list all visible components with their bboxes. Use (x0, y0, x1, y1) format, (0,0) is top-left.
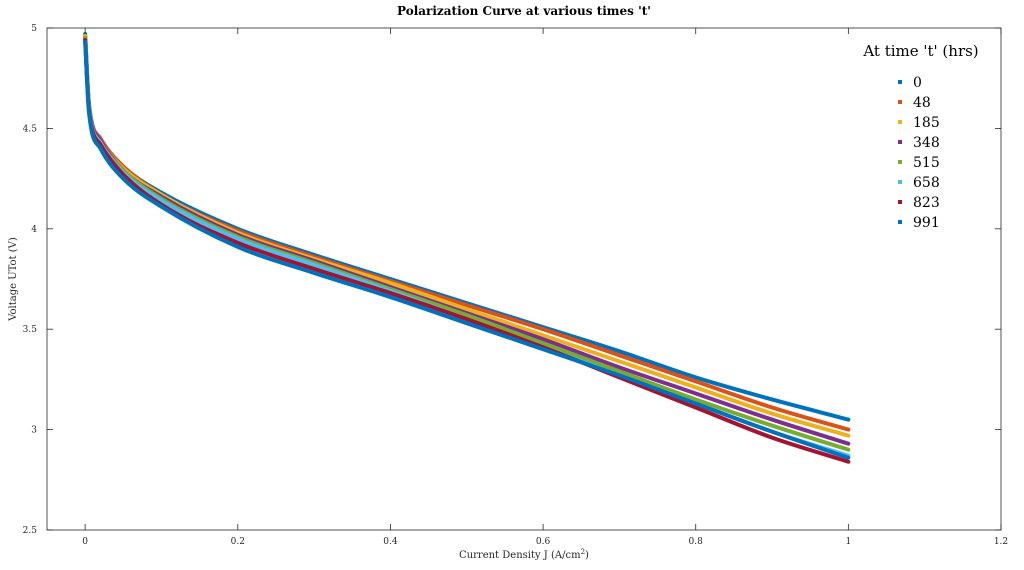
legend-item-label: 348 (913, 135, 940, 151)
legend-marker (898, 100, 902, 104)
x-tick-label: 1 (845, 537, 851, 547)
legend-marker (898, 80, 902, 84)
y-axis: 2.5 3 3.5 4 4.5 5 (23, 24, 1001, 536)
series-line-348 (83, 36, 851, 446)
legend-marker (898, 120, 902, 124)
y-tick-label: 2.5 (23, 526, 38, 536)
legend-title: At time 't' (hrs) (862, 42, 978, 60)
series-line-991 (83, 40, 851, 460)
x-tick-label: 0.8 (689, 537, 704, 547)
y-tick-label: 3 (31, 426, 37, 436)
plot-border (46, 27, 1002, 531)
legend-marker (898, 180, 902, 184)
series-line-48 (83, 34, 851, 432)
legend-item-label: 823 (913, 195, 940, 211)
x-axis-label: Current Density J (A/cm2) (459, 548, 589, 561)
legend-item-label: 658 (913, 175, 940, 191)
legend-item-label: 515 (913, 155, 940, 171)
series-line-823 (83, 38, 851, 464)
plot-frame (46, 27, 1002, 531)
legend-item-label: 0 (913, 75, 922, 91)
legend-item-label: 185 (913, 115, 940, 131)
x-tick-label: 0.4 (383, 537, 398, 547)
legend-marker (898, 200, 902, 204)
legend-marker (898, 140, 902, 144)
series-layer (83, 32, 851, 464)
x-axis: 0 0.2 0.4 0.6 0.8 1 1.2 (82, 28, 1008, 547)
series-line-185 (83, 34, 851, 438)
legend: At time 't' (hrs) 0 48 185 348 515 658 823 991 (862, 42, 978, 231)
y-tick-label: 3.5 (23, 325, 38, 335)
x-tick-label: 0.2 (231, 537, 245, 547)
legend-marker (898, 160, 902, 164)
x-tick-label: 1.2 (994, 537, 1008, 547)
x-tick-label: 0.6 (536, 537, 551, 547)
x-tick-label: 0 (82, 537, 88, 547)
chart-title: Polarization Curve at various times 't' (397, 4, 651, 18)
y-tick-label: 5 (31, 24, 37, 34)
legend-item-label: 48 (913, 95, 931, 111)
legend-item-label: 991 (913, 215, 940, 231)
y-tick-label: 4.5 (23, 124, 38, 134)
y-axis-label: Voltage UTot (V) (8, 237, 19, 322)
y-tick-label: 4 (31, 225, 37, 235)
legend-marker (898, 220, 902, 224)
